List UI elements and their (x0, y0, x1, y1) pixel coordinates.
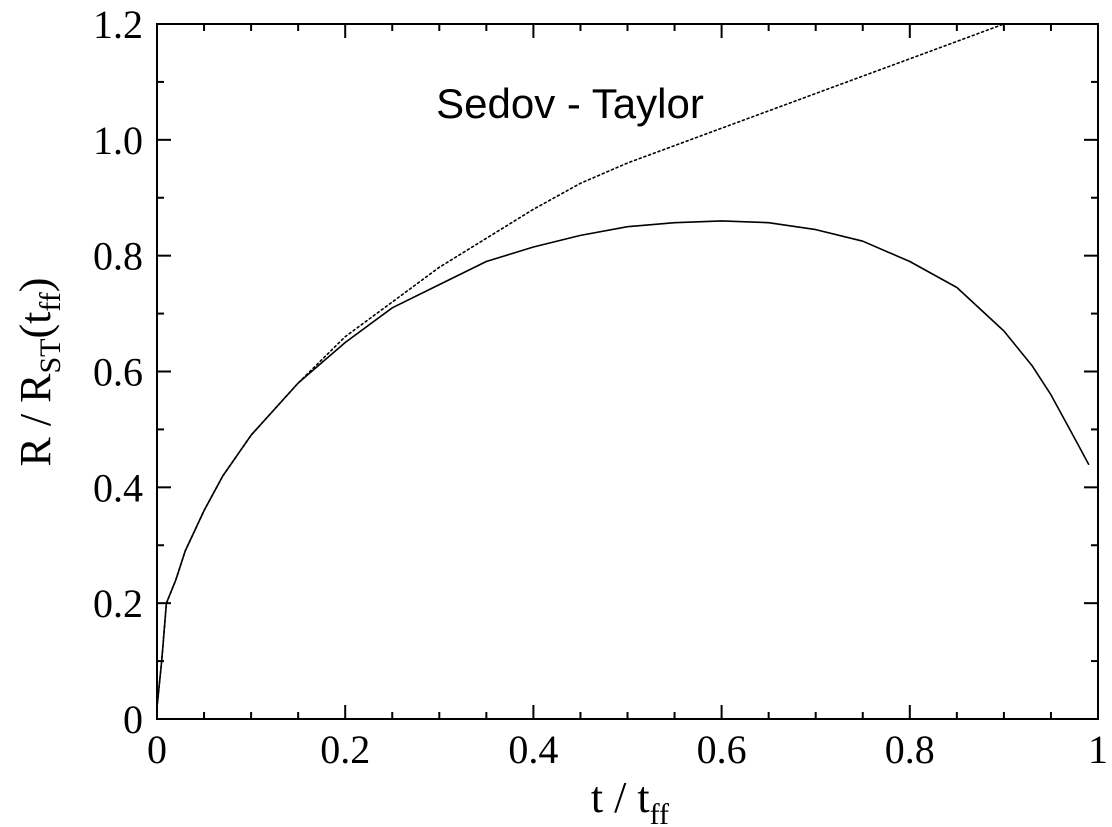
x-tick-label: 0.2 (320, 727, 370, 772)
y-axis-label: R / RST(tff) (11, 278, 67, 467)
y-tick-label: 0 (123, 697, 143, 742)
y-axis-label-sub-ff: ff (34, 292, 67, 311)
y-tick-label: 0.6 (93, 350, 143, 395)
x-tick-label: 0.4 (508, 727, 558, 772)
annotation-label: Sedov - Taylor (436, 80, 704, 127)
y-axis-label-main: R / R (11, 373, 60, 467)
y-tick-label: 0.4 (93, 465, 143, 510)
plot-frame (156, 23, 1099, 720)
x-axis-label: t / tff (591, 773, 669, 827)
y-tick-label: 0.8 (93, 234, 143, 279)
series-line-solid (156, 220, 1090, 709)
series-line-dotted (156, 23, 1005, 709)
y-axis-label-sub-st: ST (34, 339, 67, 374)
x-axis-label-sub: ff (650, 798, 669, 827)
x-tick-label: 0 (147, 727, 167, 772)
y-axis-label-paren: (t (11, 312, 60, 339)
y-tick-label: 0.2 (93, 581, 143, 626)
x-tick-label: 0.8 (885, 727, 935, 772)
tick-labels: 0 0.2 0.4 0.6 0.8 1 0 0.2 0.4 0.6 0.8 1.0 1.2 (93, 2, 1108, 772)
x-tick-label: 1 (1088, 727, 1108, 772)
y-axis-label-close: ) (11, 278, 60, 293)
data-series (156, 23, 1090, 709)
x-tick-label: 0.6 (697, 727, 747, 772)
y-tick-label: 1.0 (93, 118, 143, 163)
y-tick-label: 1.2 (93, 2, 143, 47)
x-axis-label-main: t / t (591, 773, 650, 822)
axis-ticks (156, 23, 1099, 720)
